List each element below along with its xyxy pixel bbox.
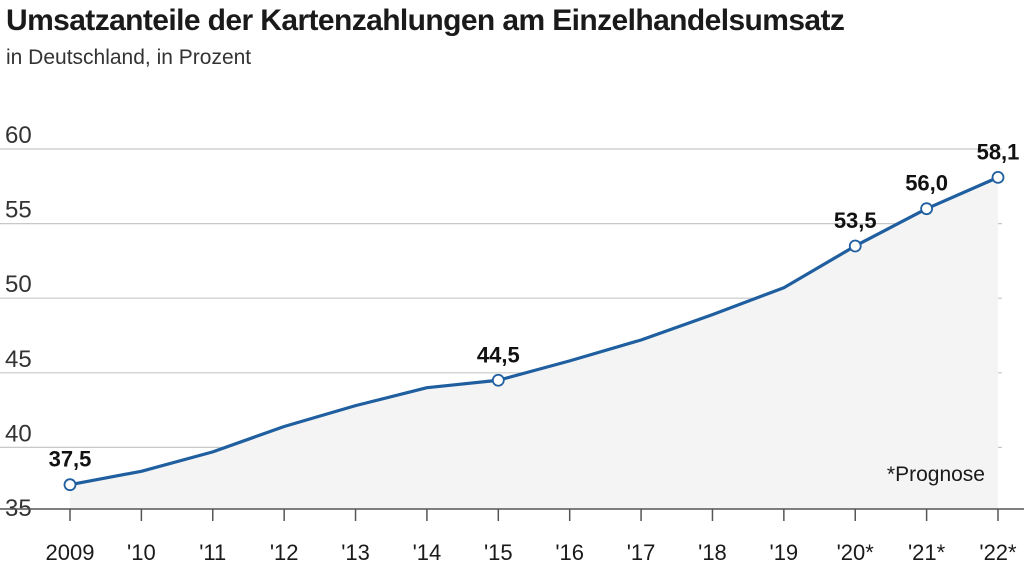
y-tick-label: 45 [5,346,32,373]
x-tick-label: '19 [770,540,799,565]
data-point-marker [920,202,934,216]
x-tick-label: '20* [837,540,875,565]
data-label: 44,5 [477,342,520,367]
x-tick-label: '12 [270,540,299,565]
chart-title: Umsatzanteile der Kartenzahlungen am Ein… [6,4,845,37]
x-tick-label: '18 [698,540,727,565]
data-label: 53,5 [834,208,877,233]
x-tick-label: '11 [199,540,226,565]
x-tick-label: '17 [627,540,656,565]
x-tick-label: '13 [341,540,370,565]
x-tick-label: '14 [413,540,442,565]
data-label: 56,0 [905,171,948,196]
x-tick-label: '15 [484,540,513,565]
area-fill [70,177,998,509]
x-tick-label: 2009 [46,540,95,565]
chart-subtitle: in Deutschland, in Prozent [6,46,252,69]
data-point-markers [63,170,1005,492]
series-line [69,175,999,487]
y-tick-label: 55 [5,197,32,224]
data-point-marker [491,373,505,387]
x-axis-ticks: 2009 '10 '11 '12 '13 '14 '15 '16 '17 '18 '19 '20* '2… [46,509,1017,565]
y-tick-label: 60 [5,122,32,149]
data-point-marker [848,239,862,253]
data-point-marker [991,170,1005,184]
prognose-note: *Prognose [887,463,985,486]
x-tick-label: '22* [979,540,1017,565]
data-label: 58,1 [977,139,1020,164]
y-tick-label: 50 [5,271,32,298]
x-tick-label: '16 [555,540,584,565]
data-label: 37,5 [49,447,92,472]
data-point-marker [63,478,77,492]
x-tick-label: '21* [908,540,946,565]
x-tick-label: '10 [127,540,156,565]
y-tick-label: 40 [5,420,32,447]
data-labels: 37,5 44,5 53,5 56,0 58,1 [49,139,1020,471]
